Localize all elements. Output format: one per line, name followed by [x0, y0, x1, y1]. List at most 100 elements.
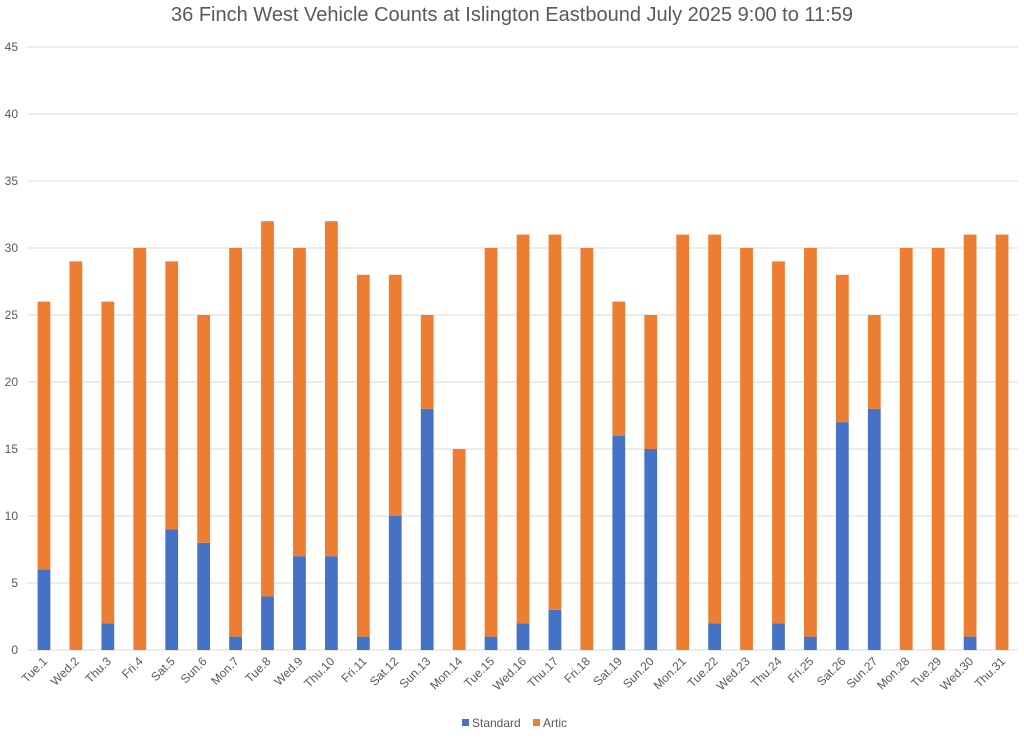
x-tick-label: Mon.7: [208, 654, 242, 688]
y-tick-label: 40: [5, 107, 19, 121]
bar-artic-sun-6: [197, 315, 211, 543]
bar-artic-sun-20: [644, 315, 658, 449]
x-tick-label: Wed.9: [271, 654, 306, 689]
bar-standard-thu-24: [772, 623, 785, 650]
legend-label-standard: Standard: [472, 716, 521, 730]
y-tick-label: 45: [5, 40, 19, 54]
bar-standard-sat-12: [388, 516, 402, 650]
y-tick-label: 10: [5, 509, 19, 523]
x-tick-label: Wed.23: [714, 654, 753, 693]
legend: Standard Artic: [462, 716, 567, 730]
bar-artic-sat-12: [388, 274, 402, 516]
x-tick-label: Sat.26: [814, 654, 849, 689]
x-tick-label: Sun.13: [397, 654, 434, 691]
bar-artic-fri-25: [804, 248, 817, 637]
bar-standard-sun-20: [644, 449, 658, 650]
chart-title: 36 Finch West Vehicle Counts at Islingto…: [171, 4, 853, 26]
y-tick-label: 30: [5, 241, 19, 255]
legend-item-artic: Artic: [533, 716, 567, 730]
bar-artic-tue-15: [484, 248, 498, 637]
bar-standard-sun-6: [197, 542, 211, 650]
legend-item-standard: Standard: [462, 716, 521, 730]
legend-swatch-artic: [533, 719, 540, 726]
bar-standard-wed-30: [963, 636, 977, 650]
bar-standard-sat-26: [835, 422, 849, 650]
y-tick-label: 35: [5, 174, 19, 188]
bar-artic-wed-30: [963, 234, 977, 637]
bar-standard-sat-19: [612, 435, 626, 650]
bar-artic-fri-18: [580, 248, 594, 650]
bar-artic-thu-31: [995, 234, 1009, 650]
x-tick-label: Fri.18: [561, 654, 593, 686]
bar-artic-wed-16: [516, 234, 530, 624]
bar-standard-fri-11: [356, 636, 370, 650]
bar-artic-thu-3: [101, 301, 115, 624]
bar-standard-tue-1: [37, 569, 51, 650]
x-tick-label: Wed.2: [48, 654, 83, 689]
x-tick-label: Sat.12: [367, 654, 402, 689]
x-tick-label: Thu.17: [525, 654, 562, 691]
x-tick-label: Sun.20: [620, 654, 657, 691]
x-tick-label: Sat.5: [148, 654, 178, 684]
bar-standard-tue-22: [708, 623, 721, 650]
bar-artic-sat-26: [835, 274, 849, 423]
x-tick-label: Mon.14: [427, 654, 465, 692]
bar-artic-mon-14: [452, 449, 466, 650]
bar-standard-mon-7: [229, 636, 242, 650]
bar-artic-sun-27: [867, 315, 881, 409]
x-tick-label: Sun.27: [844, 654, 881, 691]
bar-artic-sun-13: [420, 315, 434, 409]
bar-standard-thu-3: [101, 623, 115, 650]
bar-standard-sun-13: [420, 408, 434, 650]
bar-artic-wed-9: [293, 248, 306, 557]
bar-artic-mon-21: [676, 234, 690, 650]
legend-swatch-standard: [462, 719, 469, 726]
x-tick-label: Mon.28: [874, 654, 912, 692]
bar-artic-thu-10: [325, 221, 338, 557]
x-tick-label: Wed.16: [490, 654, 529, 693]
x-tick-label: Sun.6: [178, 654, 210, 686]
x-tick-label: Mon.21: [651, 654, 689, 692]
y-tick-label: 5: [11, 576, 18, 590]
bar-standard-wed-16: [516, 623, 530, 650]
bar-standard-sun-27: [867, 408, 881, 650]
x-tick-label: Thu.10: [301, 654, 338, 691]
bar-artic-sat-19: [612, 301, 626, 436]
bar-artic-sat-5: [165, 261, 179, 530]
x-tick-label: Fri.4: [119, 654, 146, 681]
bar-standard-fri-25: [804, 636, 817, 650]
legend-label-artic: Artic: [543, 716, 567, 730]
bars: [37, 221, 1009, 650]
y-tick-label: 15: [5, 442, 19, 456]
y-tick-label: 25: [5, 308, 19, 322]
bar-artic-thu-17: [548, 234, 562, 610]
bar-artic-mon-7: [229, 248, 242, 637]
bar-standard-wed-9: [293, 556, 306, 650]
x-tick-label: Fri.25: [785, 654, 817, 686]
x-tick-label: Tue.1: [19, 654, 51, 686]
bar-artic-mon-28: [899, 248, 913, 650]
bar-artic-wed-23: [740, 248, 753, 650]
bar-standard-thu-10: [325, 556, 338, 650]
x-tick-label: Thu.3: [82, 654, 114, 686]
bar-artic-wed-2: [69, 261, 83, 650]
y-tick-label: 0: [11, 643, 18, 657]
bar-artic-tue-29: [931, 248, 945, 650]
bar-artic-tue-8: [261, 221, 274, 597]
x-tick-label: Fri.11: [338, 654, 369, 685]
bar-artic-tue-1: [37, 301, 51, 570]
x-tick-label: Sat.19: [590, 654, 625, 689]
bar-standard-sat-5: [165, 529, 179, 650]
x-tick-label: Thu.31: [972, 654, 1009, 691]
bar-standard-tue-8: [261, 596, 274, 650]
y-tick-label: 20: [5, 375, 19, 389]
x-tick-label: Tue.8: [242, 654, 274, 686]
bar-standard-tue-15: [484, 636, 498, 650]
bar-artic-tue-22: [708, 234, 721, 624]
bar-artic-fri-4: [133, 248, 147, 650]
bar-artic-thu-24: [772, 261, 785, 624]
bar-standard-thu-17: [548, 609, 562, 650]
